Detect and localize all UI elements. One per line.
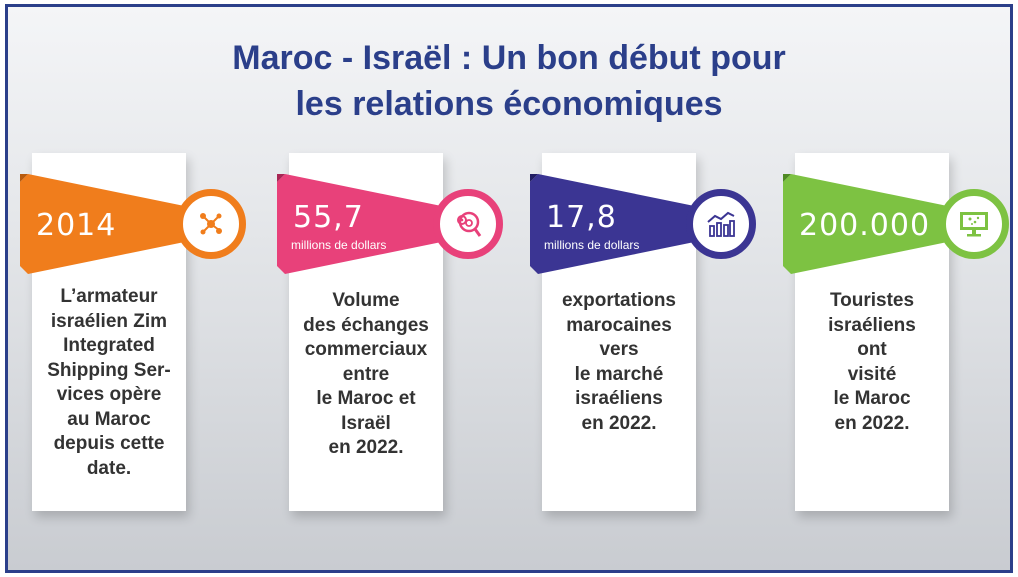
text-line: depuis cette	[53, 433, 165, 454]
gear-magnifier-icon	[457, 211, 482, 237]
icon-circle	[686, 189, 756, 259]
card-description: Volume des échanges commerciaux entre le…	[295, 289, 437, 461]
banner-17-8: 17,8 millions de dollars	[524, 174, 714, 274]
text-line: commerciaux	[304, 339, 428, 360]
text-line: en 2022.	[328, 437, 404, 458]
text-line: L’armateur	[60, 286, 158, 307]
banner-value: 200.000	[799, 208, 931, 243]
banner-shape	[277, 174, 461, 274]
banner-value: 2014	[36, 208, 117, 243]
text-line: le Maroc	[833, 388, 911, 409]
infographic-frame: Maroc - Israël : Un bon début pour les r…	[5, 4, 1013, 573]
icon-circle	[176, 189, 246, 259]
text-line: ont	[857, 339, 887, 360]
text-line: marocaines	[566, 314, 672, 336]
banner-value: 17,8	[546, 200, 617, 235]
banner-unit: millions de dollars	[291, 238, 387, 252]
text-line: au Maroc	[67, 408, 151, 430]
text-line: Shipping Ser-	[47, 359, 171, 381]
monitor-icon	[960, 212, 988, 237]
title-line-1: Maroc - Israël : Un bon début pour	[232, 39, 786, 77]
banner-value: 55,7	[293, 200, 364, 235]
text-line: Integrated	[63, 335, 155, 356]
text-line: en 2022.	[581, 412, 657, 434]
bar-chart-icon	[707, 211, 735, 237]
text-line: exportations	[561, 290, 677, 311]
text-line: israéliens	[828, 314, 916, 336]
title-line-2: les relations économiques	[295, 85, 723, 123]
text-line: Touristes	[829, 290, 915, 311]
text-line: Volume	[332, 290, 400, 311]
banner-2014: 2014	[14, 174, 204, 274]
text-line: des échanges	[303, 314, 429, 336]
banner-shape	[530, 174, 714, 274]
text-line: Israël	[341, 412, 391, 434]
text-line: entre	[342, 363, 390, 385]
banner-200000: 200.000	[777, 174, 967, 274]
card-description: Touristes israéliens ont visité le Maroc…	[801, 289, 943, 436]
text-line: le marché	[574, 363, 664, 385]
icon-circle	[433, 189, 503, 259]
infographic-title: Maroc - Israël : Un bon début pour les r…	[8, 35, 1010, 127]
banner-shape	[20, 174, 204, 274]
banner-unit: millions de dollars	[544, 238, 640, 252]
banner-55-7: 55,7 millions de dollars	[271, 174, 461, 274]
card-description: exportations marocaines vers le marché i…	[548, 289, 690, 436]
text-line: israéliens	[575, 388, 663, 409]
text-line: israélien Zim	[50, 310, 168, 332]
text-line: le Maroc et	[316, 388, 416, 409]
banner-shape	[783, 174, 967, 274]
text-line: visité	[847, 363, 897, 385]
network-nodes-icon	[200, 213, 222, 235]
text-line: date.	[86, 457, 132, 479]
text-line: en 2022.	[834, 412, 910, 434]
text-line: vices opère	[56, 384, 162, 405]
card-description: L’armateur israélien Zim Integrated Ship…	[38, 285, 180, 481]
icon-circle	[939, 189, 1009, 259]
text-line: vers	[599, 339, 639, 360]
